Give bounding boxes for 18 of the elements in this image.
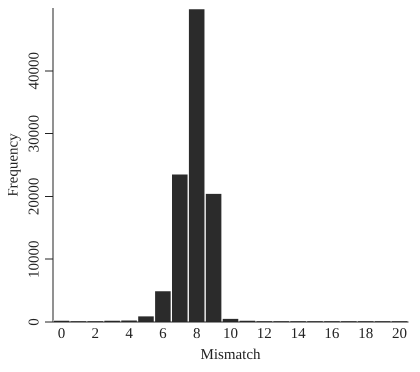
x-tick-label: 2 (92, 326, 100, 342)
y-tick-label: 20000 (26, 178, 42, 216)
x-tick-label: 12 (256, 326, 272, 342)
x-tick-label: 6 (159, 326, 168, 342)
y-tick-label: 30000 (26, 114, 42, 152)
y-tick-label: 0 (26, 318, 42, 326)
x-axis-title: Mismatch (200, 346, 261, 363)
y-axis-title: Frequency (5, 132, 22, 197)
y-tick-label: 40000 (26, 52, 42, 90)
x-tick-label: 16 (324, 326, 340, 342)
x-tick-label: 10 (223, 326, 238, 342)
x-tick-label: 18 (358, 326, 374, 342)
x-tick-label: 14 (290, 326, 306, 342)
x-tick-label: 0 (58, 326, 66, 342)
x-tick-label: 8 (192, 326, 200, 342)
y-tick-label: 10000 (26, 240, 42, 278)
x-tick-label: 4 (125, 326, 134, 342)
x-tick-label: 20 (392, 326, 408, 342)
